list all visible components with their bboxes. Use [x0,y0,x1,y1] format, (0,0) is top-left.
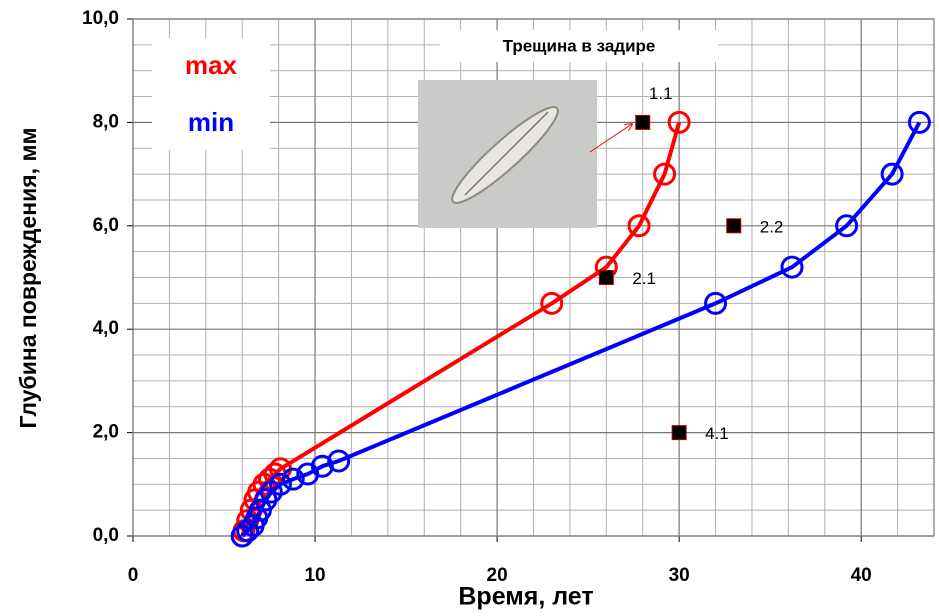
y-tick-label: 0,0 [93,525,119,546]
legend-label: max [185,50,238,80]
inset-title: Трещина в задире [503,36,656,55]
legend-label: min [188,107,234,137]
sample-label: 1.1 [649,84,673,103]
x-tick-label: 30 [669,565,690,586]
x-axis-title: Время, лет [458,583,593,611]
sample-label: 4.1 [705,424,729,443]
x-tick-label: 40 [851,565,872,586]
y-tick-label: 8,0 [93,111,119,132]
sample-point [672,426,686,440]
sample-point [727,219,741,233]
y-tick-label: 2,0 [93,422,119,443]
photo [418,80,597,228]
x-tick-label: 10 [304,565,325,586]
x-tick-label: 0 [128,565,139,586]
sample-label: 2.2 [760,217,784,236]
sample-point [599,271,613,285]
y-tick-label: 6,0 [93,215,119,236]
y-tick-label: 4,0 [93,318,119,339]
chart: 0102030400,02,04,06,08,010,0 1.12.12.24.… [0,0,939,616]
y-axis-title: Глубина повреждения, мм [15,128,41,429]
sample-point [636,115,650,129]
y-tick-label: 10,0 [82,8,119,29]
sample-label: 2.1 [632,269,656,288]
